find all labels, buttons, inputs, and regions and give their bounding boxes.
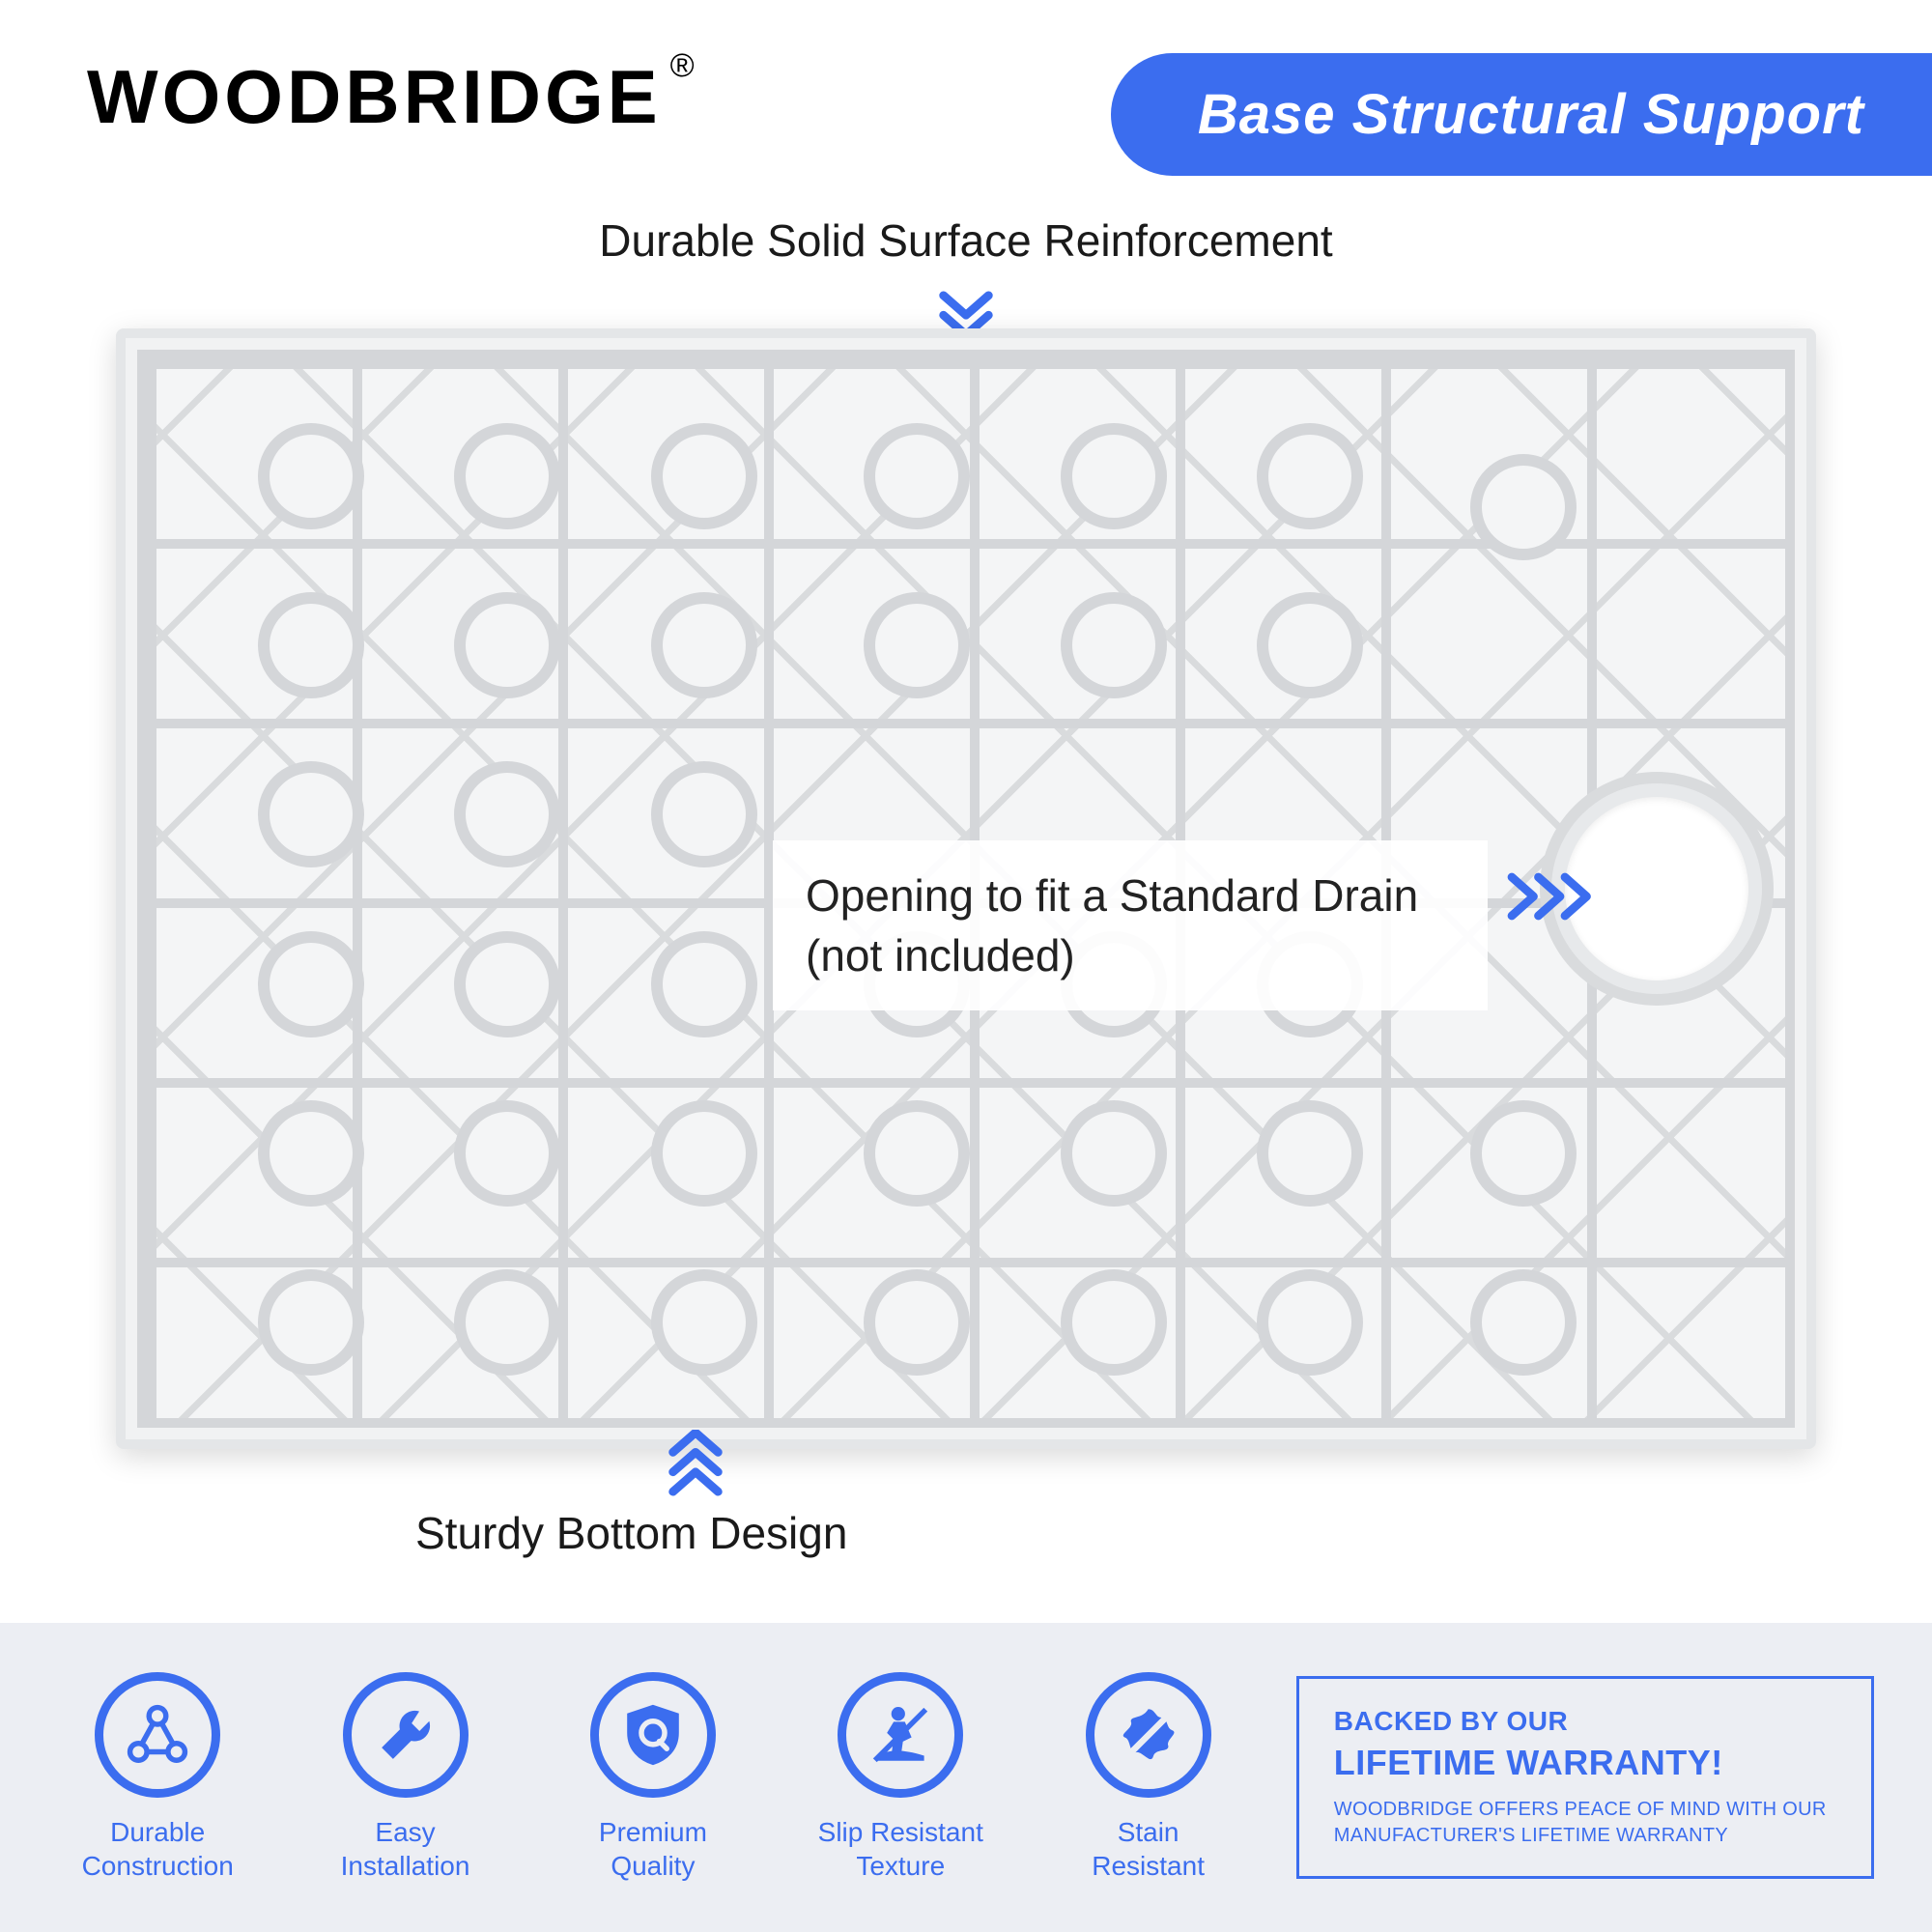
rib-boss (1061, 592, 1167, 698)
brand-logo: WOODBRIDGE ® (87, 53, 662, 141)
rib-boss (1061, 1100, 1167, 1207)
rib-boss (454, 592, 560, 698)
rib-boss (1470, 1269, 1577, 1376)
durable-icon (95, 1672, 220, 1798)
rib-boss (651, 423, 757, 529)
rib-boss (258, 761, 364, 867)
registered-mark: ® (670, 47, 698, 85)
shield-q-icon (590, 1672, 716, 1798)
rib-boss (651, 1269, 757, 1376)
feature-label: Slip ResistantTexture (818, 1815, 983, 1883)
rib-boss (1257, 1100, 1363, 1207)
warranty-line3: WOODBRIDGE OFFERS PEACE OF MIND WITH OUR… (1334, 1797, 1836, 1849)
rib-boss (454, 1269, 560, 1376)
feature-durable: DurableConstruction (58, 1672, 257, 1883)
rib-boss (651, 931, 757, 1037)
rib-boss (1257, 592, 1363, 698)
feature-premium: PremiumQuality (554, 1672, 753, 1883)
callout-bottom: Sturdy Bottom Design (415, 1507, 847, 1559)
rib-boss (258, 931, 364, 1037)
callout-drain: Opening to fit a Standard Drain (not inc… (773, 840, 1488, 1010)
feature-easy-install: EasyInstallation (305, 1672, 504, 1883)
rib-boss (1061, 423, 1167, 529)
callout-top: Durable Solid Surface Reinforcement (0, 214, 1932, 267)
rib-boss (651, 1100, 757, 1207)
rib-boss (1257, 1269, 1363, 1376)
rib-boss (454, 423, 560, 529)
title-pill: Base Structural Support (1111, 53, 1932, 176)
wrench-icon (343, 1672, 469, 1798)
rib-boss (1470, 454, 1577, 560)
warranty-line1: BACKED BY OUR (1334, 1706, 1836, 1737)
rib-boss (454, 761, 560, 867)
rib-boss (1061, 1269, 1167, 1376)
rib-boss (651, 761, 757, 867)
rib-boss (864, 1269, 970, 1376)
warranty-line2: LIFETIME WARRANTY! (1334, 1743, 1836, 1783)
rib-boss (454, 1100, 560, 1207)
feature-label: EasyInstallation (341, 1815, 470, 1883)
brand-text: WOODBRIDGE (87, 54, 662, 139)
rib-boss (651, 592, 757, 698)
rib-boss (258, 423, 364, 529)
footer-strip: DurableConstruction EasyInstallation Pre… (0, 1623, 1932, 1932)
rib-boss (454, 931, 560, 1037)
stain-icon (1086, 1672, 1211, 1798)
rib-boss (864, 423, 970, 529)
pill-label: Base Structural Support (1198, 83, 1864, 146)
feature-label: DurableConstruction (82, 1815, 234, 1883)
warranty-box: BACKED BY OUR LIFETIME WARRANTY! WOODBRI… (1296, 1676, 1874, 1879)
rib-boss (258, 1100, 364, 1207)
feature-label: PremiumQuality (599, 1815, 707, 1883)
feature-slip: Slip ResistantTexture (801, 1672, 1000, 1883)
rib-boss (1257, 423, 1363, 529)
feature-label: StainResistant (1092, 1815, 1205, 1883)
rib-boss (258, 592, 364, 698)
rib-boss (864, 592, 970, 698)
chevron-up-icon (667, 1430, 724, 1502)
slip-icon (838, 1672, 963, 1798)
feature-stain: StainResistant (1048, 1672, 1247, 1883)
rib-boss (1470, 1100, 1577, 1207)
rib-boss (864, 1100, 970, 1207)
chevron-right-icon (1507, 869, 1604, 928)
header: WOODBRIDGE ® Base Structural Support (0, 0, 1932, 176)
rib-boss (258, 1269, 364, 1376)
